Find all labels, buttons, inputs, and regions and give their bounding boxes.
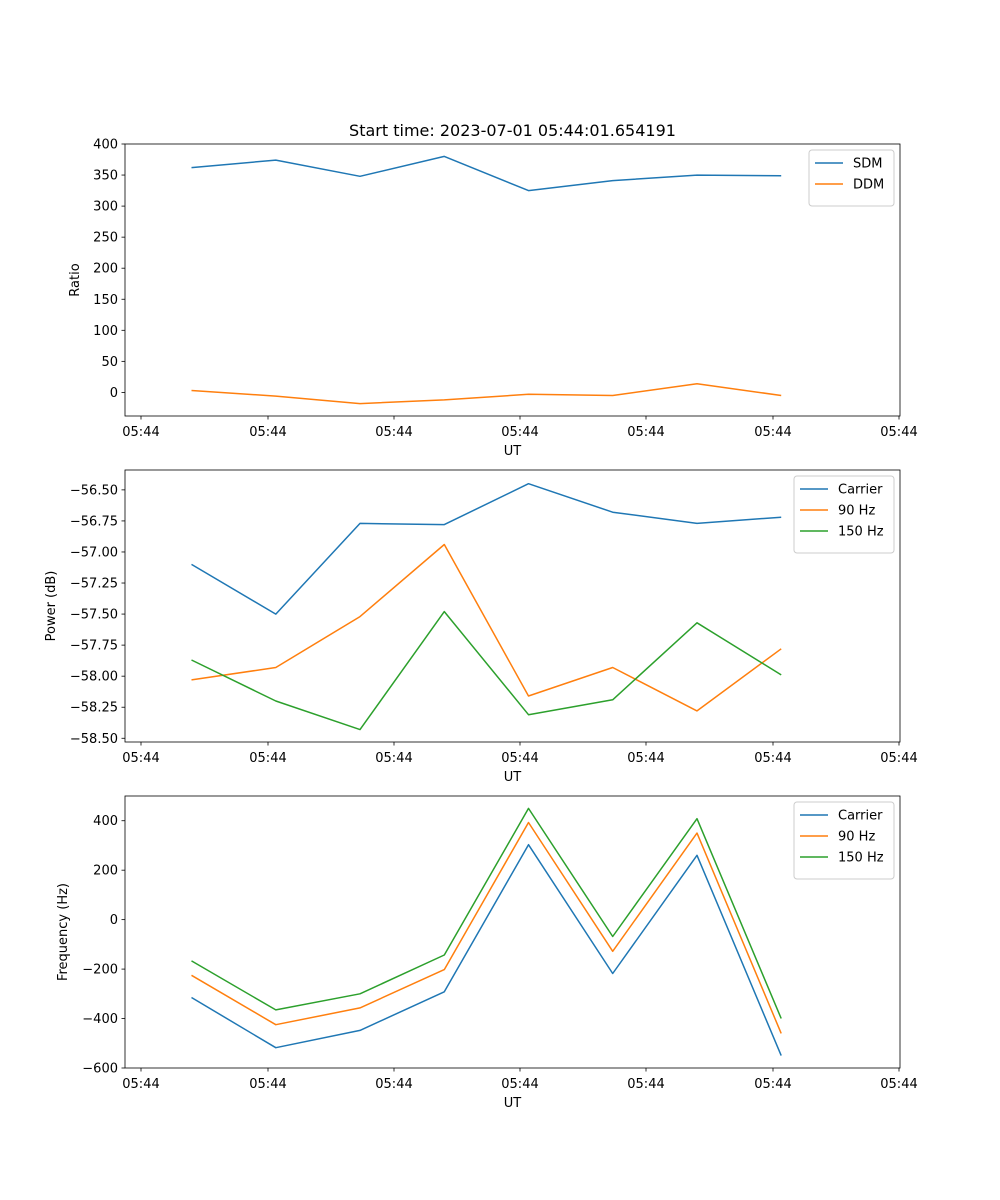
y-tick-label: 50 <box>101 355 118 370</box>
x-tick-label: 05:44 <box>249 425 286 440</box>
x-tick-label: 05:44 <box>249 1077 286 1092</box>
x-tick-label: 05:44 <box>880 1077 917 1092</box>
y-tick-label: −400 <box>82 1012 118 1027</box>
x-axis-label: UT <box>504 444 522 459</box>
axes-frame <box>124 795 901 1069</box>
y-tick-label: −57.25 <box>70 577 118 592</box>
x-axis-label: UT <box>504 770 522 785</box>
y-tick-label: 200 <box>93 864 118 879</box>
y-tick-label: 150 <box>93 293 118 308</box>
y-axis-label: Power (dB) <box>44 571 59 642</box>
panel-1: 0 50 100 150 200 250 300 350 400 05:44 05:44 05:44 0… <box>68 138 918 460</box>
x-tick-label: 05:44 <box>754 1077 791 1092</box>
x-tick-label: 05:44 <box>501 751 538 766</box>
x-tick-label: 05:44 <box>122 751 159 766</box>
y-tick-label: −58.00 <box>70 670 118 685</box>
x-axis-label: UT <box>504 1096 522 1111</box>
y-tick-label: 100 <box>93 324 118 339</box>
y-tick-label: −58.25 <box>70 701 118 716</box>
y-tick-label: 300 <box>93 200 118 215</box>
y-tick-label: 400 <box>93 138 118 153</box>
y-tick-label: −200 <box>82 963 118 978</box>
legend: Carrier 90 Hz 150 Hz <box>793 801 895 880</box>
x-tick-label: 05:44 <box>375 425 412 440</box>
legend-entry: 90 Hz <box>838 830 875 845</box>
series-line-90-hz <box>191 543 782 712</box>
y-tick-label: −57.75 <box>70 639 118 654</box>
legend-box <box>808 149 895 207</box>
figure-title: Start time: 2023-07-01 05:44:01.654191 <box>349 121 676 140</box>
y-tick-label: 200 <box>93 262 118 277</box>
y-tick-label: 250 <box>93 231 118 246</box>
y-axis-label: Ratio <box>68 263 83 296</box>
legend-entry: 150 Hz <box>838 525 884 540</box>
legend-box <box>793 475 895 554</box>
legend-entry: 150 Hz <box>838 851 884 866</box>
x-tick-label: 05:44 <box>375 751 412 766</box>
x-tick-label: 05:44 <box>122 425 159 440</box>
x-tick-label: 05:44 <box>880 425 917 440</box>
legend-entry: SDM <box>853 157 882 172</box>
y-tick-label: −57.50 <box>70 608 118 623</box>
x-tick-label: 05:44 <box>501 425 538 440</box>
legend-box <box>793 801 895 880</box>
x-tick-label: 05:44 <box>627 425 664 440</box>
y-tick-label: 400 <box>93 814 118 829</box>
x-tick-label: 05:44 <box>627 751 664 766</box>
series-line-150-hz <box>191 610 782 731</box>
series-line-ddm <box>191 382 782 405</box>
x-tick-label: 05:44 <box>249 751 286 766</box>
y-tick-label: 350 <box>93 169 118 184</box>
series-line-carrier <box>191 482 782 615</box>
series-line-90-hz <box>191 821 782 1034</box>
legend-entry: Carrier <box>838 483 883 498</box>
x-tick-label: 05:44 <box>880 751 917 766</box>
legend-entry: 90 Hz <box>838 504 875 519</box>
legend-entry: DDM <box>853 178 884 193</box>
y-tick-label: −56.50 <box>70 483 118 498</box>
x-tick-label: 05:44 <box>122 1077 159 1092</box>
series-line-sdm <box>191 155 782 192</box>
axes-frame <box>124 143 901 417</box>
x-tick-label: 05:44 <box>754 751 791 766</box>
series-line-carrier <box>191 843 782 1056</box>
x-tick-label: 05:44 <box>501 1077 538 1092</box>
legend-entry: Carrier <box>838 809 883 824</box>
legend: Carrier 90 Hz 150 Hz <box>793 475 895 554</box>
legend: SDM DDM <box>808 149 895 207</box>
y-tick-label: −56.75 <box>70 514 118 529</box>
series-line-150-hz <box>191 807 782 1019</box>
x-tick-label: 05:44 <box>627 1077 664 1092</box>
y-tick-label: −57.00 <box>70 545 118 560</box>
y-tick-label: 0 <box>110 386 118 401</box>
y-tick-label: −58.50 <box>70 732 118 747</box>
axes-frame <box>124 469 901 743</box>
y-tick-label: 0 <box>110 913 118 928</box>
y-tick-label: −600 <box>82 1062 118 1077</box>
panel-3: −600 −400 −200 0 200 400 05:44 05:44 05:44 05:44 0… <box>56 795 918 1111</box>
panel-2: −58.50 −58.25 −58.00 −57.75 −57.50 −57.25 −57.… <box>44 469 918 785</box>
x-tick-label: 05:44 <box>754 425 791 440</box>
x-tick-label: 05:44 <box>375 1077 412 1092</box>
y-axis-label: Frequency (Hz) <box>56 883 71 981</box>
